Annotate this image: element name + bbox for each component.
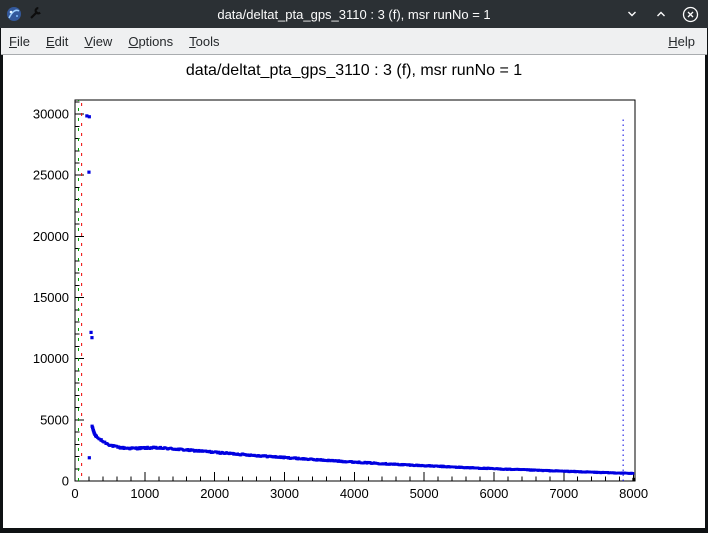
svg-text:5000: 5000 xyxy=(410,486,439,501)
title-bar-icons xyxy=(6,6,43,22)
data-points xyxy=(85,114,636,482)
window-title: data/deltat_pta_gps_3110 : 3 (f), msr ru… xyxy=(217,6,491,22)
svg-text:4000: 4000 xyxy=(340,486,369,501)
histogram-plot: 0 1000 2000 3000 4000 5000 6000 7000 8000 0 5000 10… xyxy=(33,99,648,501)
svg-text:10000: 10000 xyxy=(33,351,69,366)
title-bar[interactable]: data/deltat_pta_gps_3110 : 3 (f), msr ru… xyxy=(0,0,708,28)
svg-text:20000: 20000 xyxy=(33,229,69,244)
svg-text:0: 0 xyxy=(62,474,69,489)
svg-text:0: 0 xyxy=(71,486,78,501)
wrench-icon xyxy=(27,6,43,22)
svg-text:25000: 25000 xyxy=(33,168,69,183)
svg-text:7000: 7000 xyxy=(549,486,578,501)
chevron-up-icon xyxy=(654,7,668,21)
root-canvas[interactable]: data/deltat_pta_gps_3110 : 3 (f), msr ru… xyxy=(3,55,705,528)
svg-text:3000: 3000 xyxy=(270,486,299,501)
menu-tools[interactable]: Tools xyxy=(189,33,220,49)
chevron-down-icon xyxy=(625,7,639,21)
svg-text:1000: 1000 xyxy=(130,486,159,501)
svg-text:30000: 30000 xyxy=(33,107,69,122)
maximize-button[interactable] xyxy=(652,5,670,23)
root-logo-icon xyxy=(6,6,22,22)
close-button[interactable] xyxy=(681,5,699,23)
axes: 0 1000 2000 3000 4000 5000 6000 7000 8000 0 5000 10… xyxy=(33,99,648,501)
svg-text:5000: 5000 xyxy=(40,412,69,427)
close-circle-icon xyxy=(682,6,699,23)
svg-text:2000: 2000 xyxy=(200,486,229,501)
window-controls xyxy=(623,5,699,23)
menu-options[interactable]: Options xyxy=(128,33,174,49)
plot-title: data/deltat_pta_gps_3110 : 3 (f), msr ru… xyxy=(185,62,523,79)
menu-edit[interactable]: Edit xyxy=(45,33,69,49)
menu-file[interactable]: File xyxy=(9,33,30,49)
minimize-button[interactable] xyxy=(623,5,641,23)
svg-text:15000: 15000 xyxy=(33,290,69,305)
menu-view[interactable]: View xyxy=(84,33,113,49)
menu-help[interactable]: Help xyxy=(668,33,695,49)
svg-text:8000: 8000 xyxy=(619,486,648,501)
menu-bar: File Edit View Options Tools Help xyxy=(1,28,707,55)
svg-text:6000: 6000 xyxy=(479,486,508,501)
